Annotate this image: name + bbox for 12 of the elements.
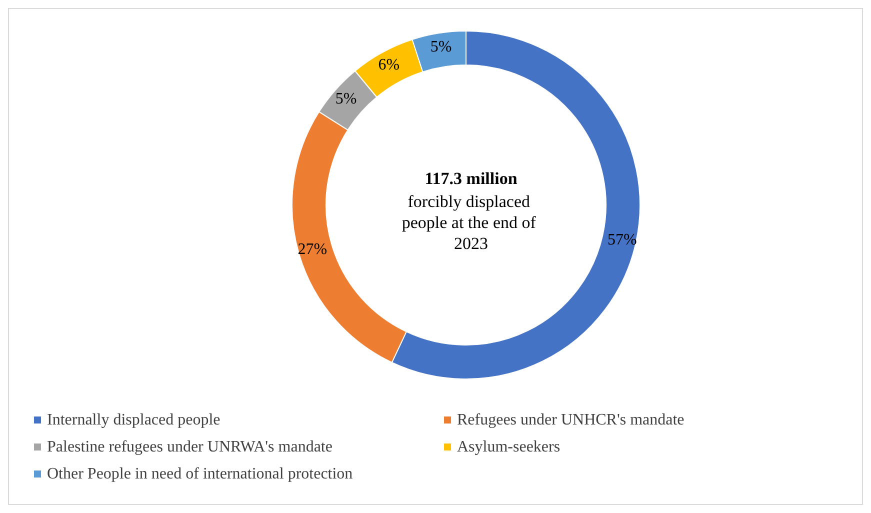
data-label: 5% <box>430 38 452 56</box>
data-label: 6% <box>378 56 400 74</box>
legend-label: Palestine refugees under UNRWA's mandate <box>47 438 332 456</box>
legend-label: Internally displaced people <box>47 412 220 428</box>
data-label: 27% <box>298 241 328 258</box>
text: forcibly displaced people at the end of 2023 <box>402 192 540 253</box>
data-label: 57% <box>607 231 637 248</box>
legend-label: Asylum-seekers <box>457 438 560 456</box>
legend-label: Refugees under UNHCR's mandate <box>457 412 684 428</box>
data-label: 5% <box>335 90 357 108</box>
text: 117.3 million <box>424 169 518 188</box>
legend-label: Other People in need of international protection <box>47 466 353 482</box>
